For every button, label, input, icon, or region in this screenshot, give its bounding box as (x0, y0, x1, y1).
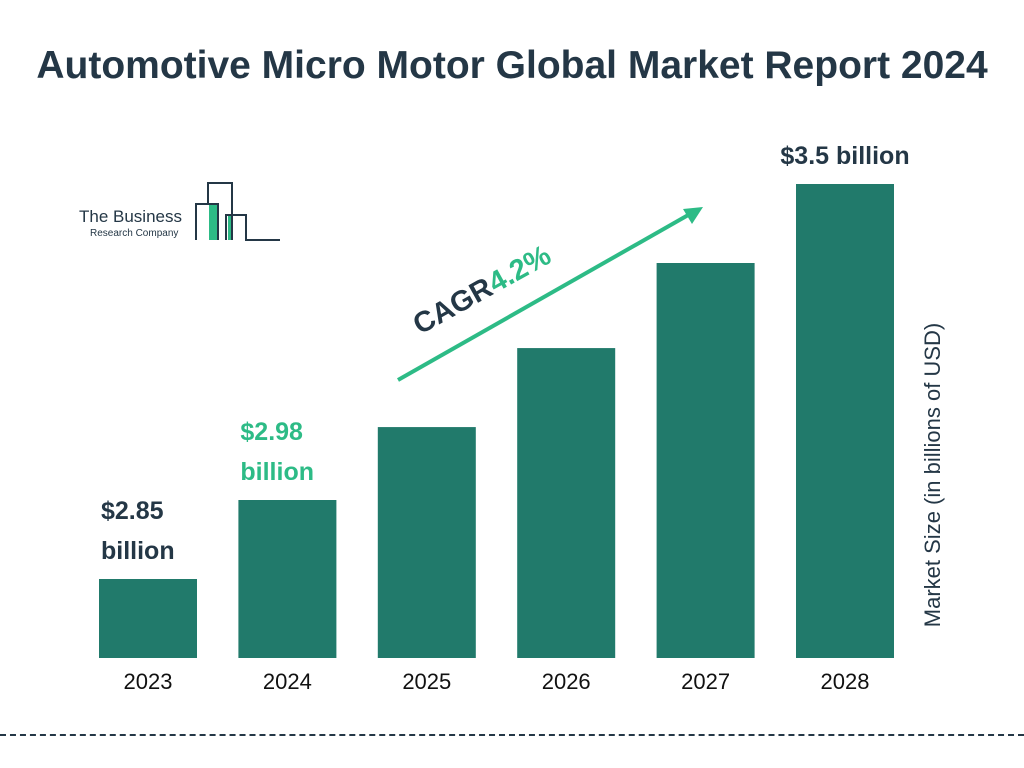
x-tick-label: 2027 (681, 669, 730, 694)
bar-2023 (99, 579, 197, 658)
data-label: $3.5 billion (780, 142, 909, 170)
bar-2028 (796, 184, 894, 658)
data-label: $2.85 (101, 497, 164, 525)
x-tick-label: 2028 (821, 669, 870, 694)
bar-2024 (238, 500, 337, 658)
cagr-arrow-head (683, 207, 703, 224)
bar-2025 (377, 427, 476, 658)
footer-divider (0, 734, 1024, 736)
chart-title: Automotive Micro Motor Global Market Rep… (36, 44, 988, 87)
x-tick-label: 2026 (542, 669, 591, 694)
bar-2027 (656, 263, 755, 658)
x-tick-label: 2024 (263, 669, 312, 694)
logo-text-line2: Research Company (90, 228, 178, 239)
cagr-value: 4.2% (483, 239, 557, 299)
logo-text-line1: The Business (79, 207, 182, 226)
x-tick-label: 2025 (402, 669, 451, 694)
cagr-arrow-line (397, 212, 691, 382)
data-label: billion (240, 458, 314, 486)
company-logo: The Business Research Company (79, 182, 280, 241)
x-tick-label: 2023 (124, 669, 173, 694)
data-label: $2.98 (240, 418, 303, 446)
y-axis-label: Market Size (in billions of USD) (920, 323, 945, 627)
bar-2026 (517, 348, 616, 658)
data-label: billion (101, 537, 175, 565)
